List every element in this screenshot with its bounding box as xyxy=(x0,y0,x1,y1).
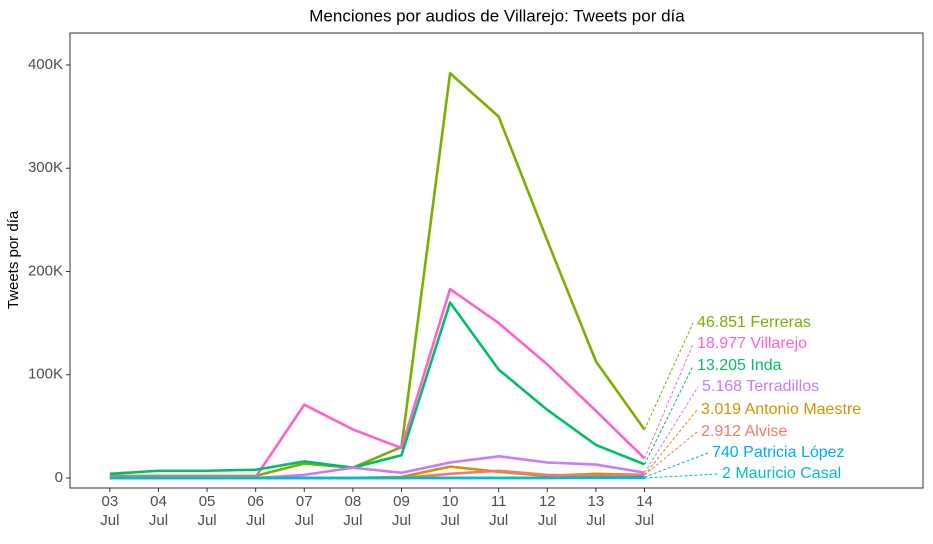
x-tick-label: 08 Jul xyxy=(343,493,362,529)
series-end-label: 2 Mauricio Casal xyxy=(722,465,841,482)
leader-line xyxy=(644,431,698,476)
y-tick-label: 200K xyxy=(28,262,63,279)
leader-line xyxy=(644,452,709,478)
series-end-label: 2.912 Alvise xyxy=(701,423,787,440)
series-end-label: 46.851 Ferreras xyxy=(697,314,811,331)
series-line xyxy=(109,287,646,479)
y-axis-title: Tweets por día xyxy=(5,210,22,309)
x-tick-label: 05 Jul xyxy=(197,493,216,529)
series-end-label: 18.977 Villarejo xyxy=(697,335,807,352)
x-tick-label: 10 Jul xyxy=(440,493,459,529)
leader-line xyxy=(644,322,694,430)
leader-line xyxy=(644,365,694,465)
leader-line xyxy=(644,386,699,473)
y-tick-label: 0 xyxy=(55,469,63,486)
series-line xyxy=(109,301,645,476)
series-end-label: 3.019 Antonio Maestre xyxy=(701,401,861,418)
series-end-label: 5.168 Terradillos xyxy=(702,378,819,395)
leader-line xyxy=(644,343,694,459)
leader-line xyxy=(644,473,719,479)
y-tick-label: 300K xyxy=(28,159,63,176)
x-tick-label: 11 Jul xyxy=(489,493,508,529)
y-tick-label: 100K xyxy=(28,366,63,383)
chart-title: Menciones por audios de Villarejo: Tweet… xyxy=(309,6,685,25)
series-end-label: 740 Patricia López xyxy=(712,444,845,461)
x-tick-label: 13 Jul xyxy=(586,493,605,529)
series-end-label: 13.205 Inda xyxy=(697,357,782,374)
x-tick-label: 06 Jul xyxy=(246,493,265,529)
leader-line xyxy=(644,409,698,476)
plot-border xyxy=(69,32,924,489)
y-tick-label: 400K xyxy=(28,56,63,73)
x-tick-label: 12 Jul xyxy=(538,493,557,529)
x-tick-label: 14 Jul xyxy=(635,493,654,529)
series-line xyxy=(109,71,646,478)
x-tick-label: 09 Jul xyxy=(392,493,411,529)
x-tick-label: 03 Jul xyxy=(100,493,119,529)
x-tick-label: 07 Jul xyxy=(295,493,314,529)
x-tick-label: 04 Jul xyxy=(149,493,168,529)
